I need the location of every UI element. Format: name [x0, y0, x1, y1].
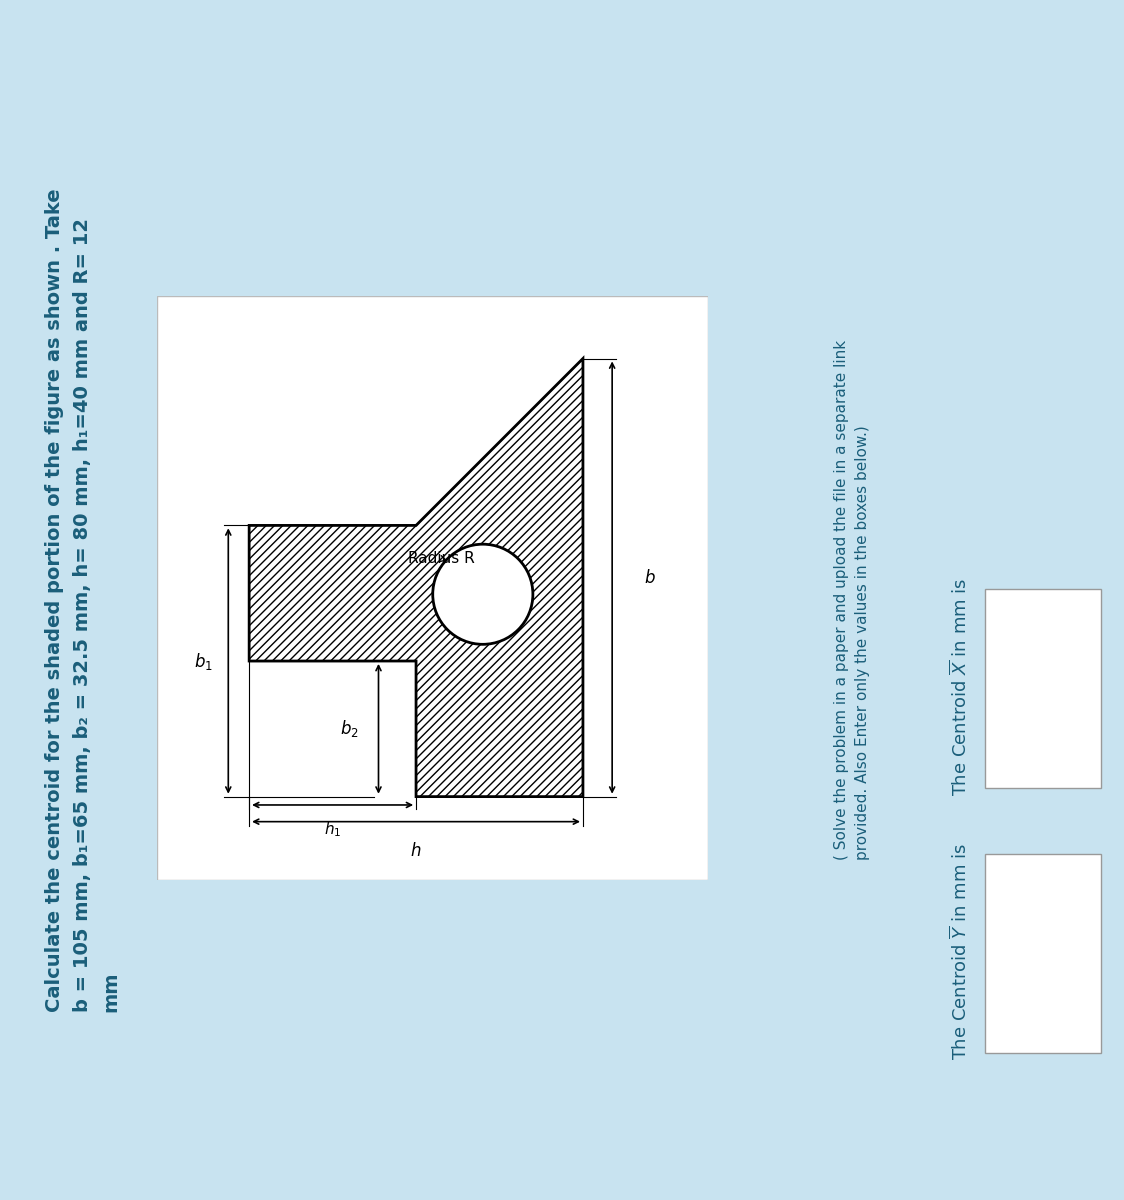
- Text: Radius R: Radius R: [408, 551, 474, 566]
- Text: $b_2$: $b_2$: [339, 719, 359, 739]
- Text: $h_1$: $h_1$: [324, 821, 342, 839]
- Text: $b_1$: $b_1$: [193, 650, 212, 672]
- Text: The Centroid $\overline{Y}$ in mm is: The Centroid $\overline{Y}$ in mm is: [950, 842, 971, 1060]
- Circle shape: [433, 544, 533, 644]
- FancyBboxPatch shape: [985, 589, 1102, 787]
- Text: Calculate the centroid for the shaded portion of the figure as shown . Take
b = : Calculate the centroid for the shaded po…: [45, 188, 120, 1012]
- Text: $b$: $b$: [644, 569, 655, 587]
- Text: $h$: $h$: [410, 842, 422, 860]
- Text: ( Solve the problem in a paper and upload the file in a separate link
provided. : ( Solve the problem in a paper and uploa…: [834, 340, 870, 860]
- Text: The Centroid $\overline{X}$ in mm is: The Centroid $\overline{X}$ in mm is: [950, 578, 971, 797]
- FancyBboxPatch shape: [985, 854, 1102, 1052]
- Polygon shape: [250, 359, 583, 797]
